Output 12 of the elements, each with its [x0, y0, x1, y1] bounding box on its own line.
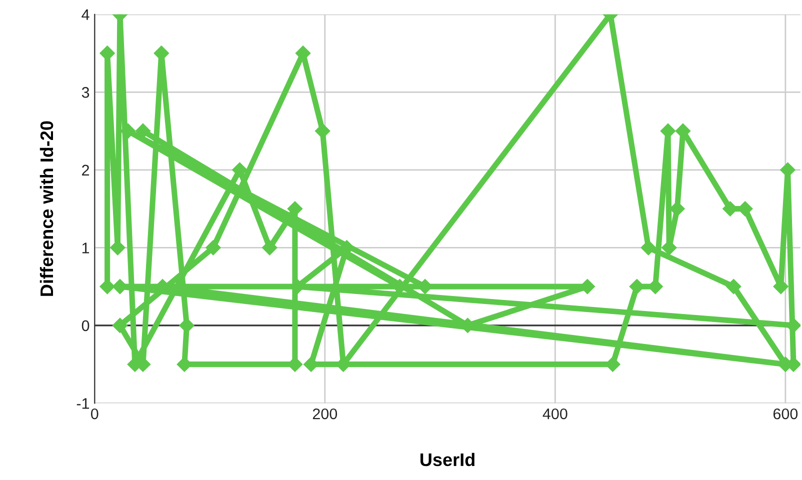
y-tick-label: 3: [82, 87, 90, 98]
y-tick-label: 4: [82, 9, 90, 20]
x-tick-label: 200: [312, 408, 338, 420]
y-tick-label: 0: [82, 320, 90, 332]
x-tick-label: 400: [542, 408, 568, 420]
y-axis-title: Difference with Id-20: [40, 121, 54, 296]
y-tick-label: 1: [82, 242, 90, 254]
x-axis-title: UserId: [420, 452, 474, 466]
y-tick-label: 2: [82, 164, 90, 176]
x-tick-label: 0: [90, 408, 98, 420]
y-tick-label: -1: [76, 398, 90, 409]
x-tick-label: 600: [773, 408, 798, 420]
